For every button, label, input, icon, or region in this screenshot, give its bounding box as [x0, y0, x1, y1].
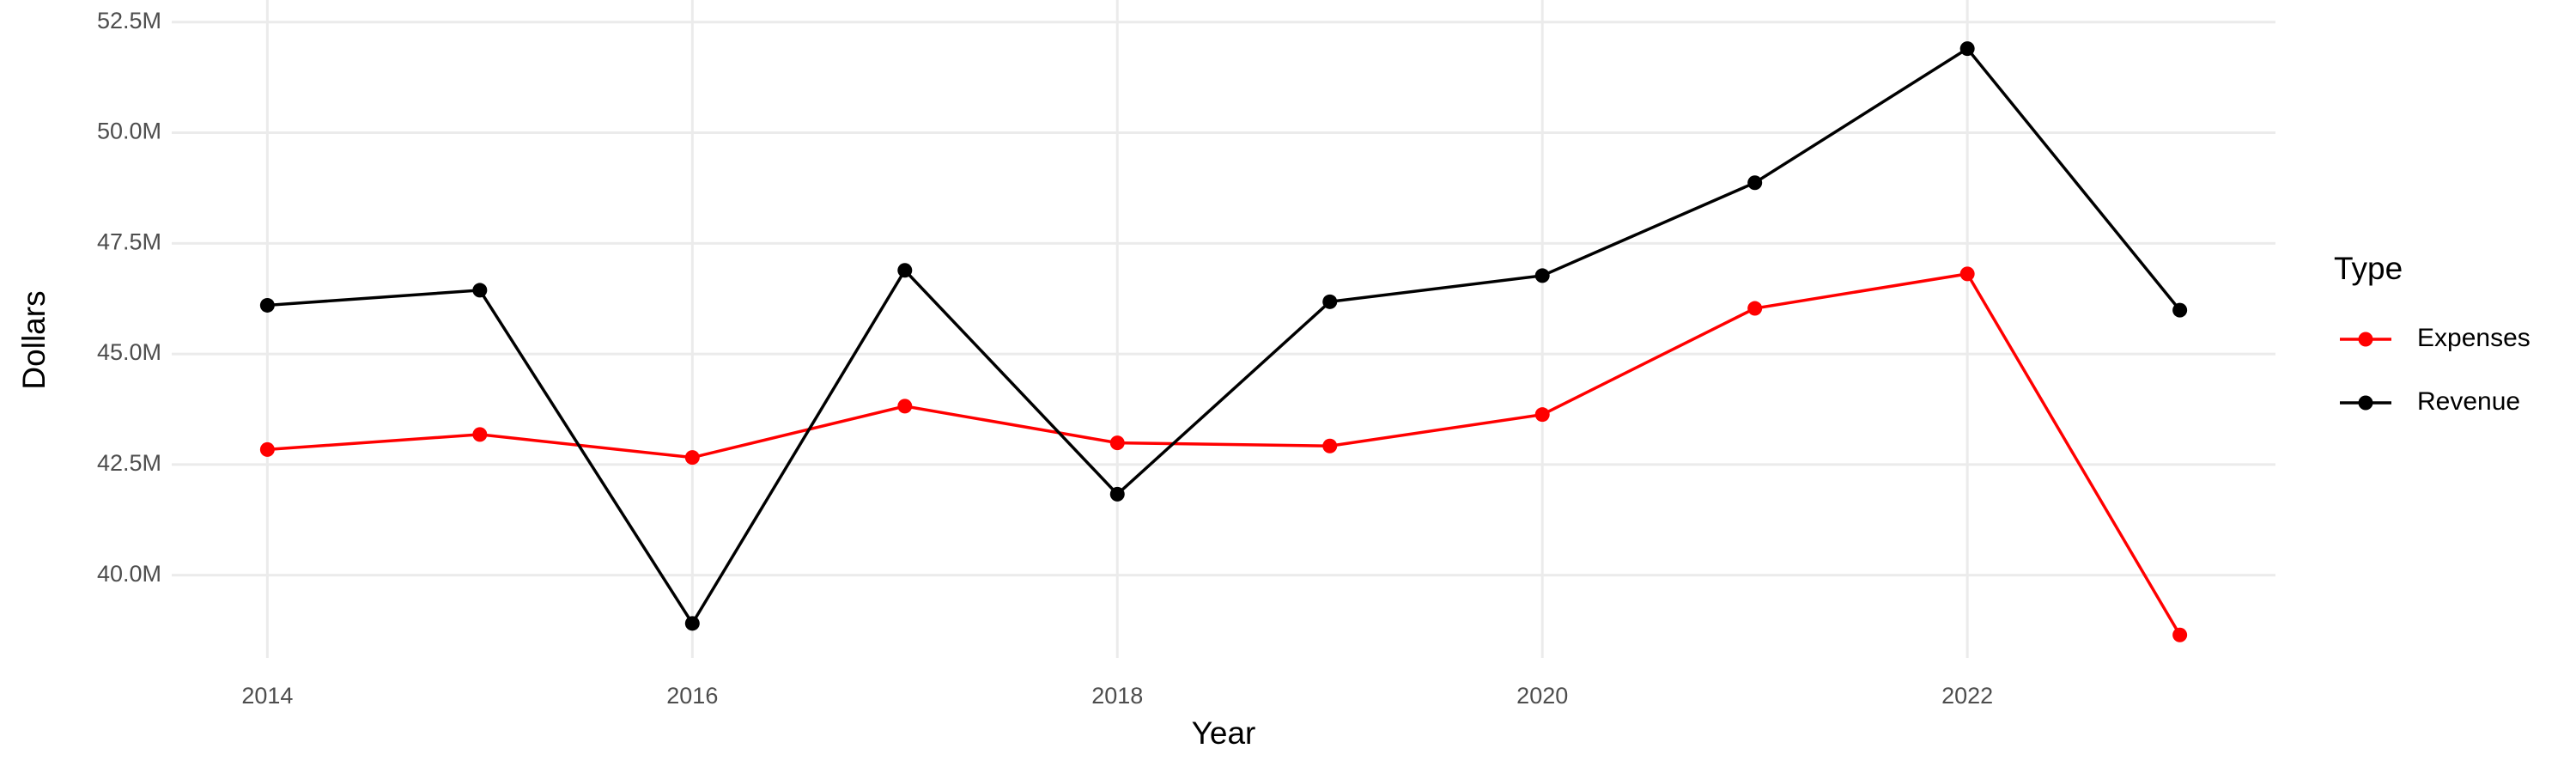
data-point	[472, 427, 488, 442]
x-tick-label: 2016	[666, 683, 718, 709]
data-point	[259, 441, 275, 457]
x-tick-label: 2020	[1516, 683, 1568, 709]
data-point	[472, 283, 488, 298]
data-point	[2172, 627, 2188, 642]
data-point	[1109, 435, 1125, 451]
x-tick-label: 2014	[241, 683, 293, 709]
data-point	[1959, 41, 1975, 57]
data-point	[1534, 268, 1550, 283]
series-line	[267, 271, 2182, 636]
x-axis-title: Year	[1192, 715, 1256, 751]
y-axis-title: Dollars	[16, 290, 52, 389]
data-point	[1534, 407, 1550, 423]
legend-label: Expenses	[2417, 324, 2530, 352]
y-tick-label: 50.0M	[97, 119, 161, 144]
data-point	[1747, 301, 1763, 316]
data-point	[259, 297, 275, 313]
data-point	[1322, 438, 1338, 453]
legend-key-point	[2358, 332, 2373, 347]
data-point	[897, 399, 913, 414]
y-tick-label: 52.5M	[97, 8, 161, 33]
legend-title: Type	[2334, 251, 2403, 286]
grid	[172, 0, 2275, 658]
legend-label: Revenue	[2417, 387, 2520, 416]
y-tick-label: 47.5M	[97, 228, 161, 254]
data-point	[684, 616, 700, 631]
data-point	[1747, 175, 1763, 191]
y-tick-label: 42.5M	[97, 450, 161, 476]
x-tick-label: 2018	[1091, 683, 1143, 709]
data-point	[684, 450, 700, 466]
y-tick-label: 40.0M	[97, 561, 161, 587]
data-point	[2172, 302, 2188, 318]
y-tick-label: 45.0M	[97, 339, 161, 365]
series-line	[267, 46, 2181, 627]
data-point	[1109, 486, 1125, 502]
data-point	[1959, 266, 1975, 282]
data-point	[1322, 294, 1338, 309]
x-tick-label: 2022	[1941, 683, 1993, 709]
legend-key-point	[2358, 395, 2373, 411]
data-point	[897, 263, 913, 278]
